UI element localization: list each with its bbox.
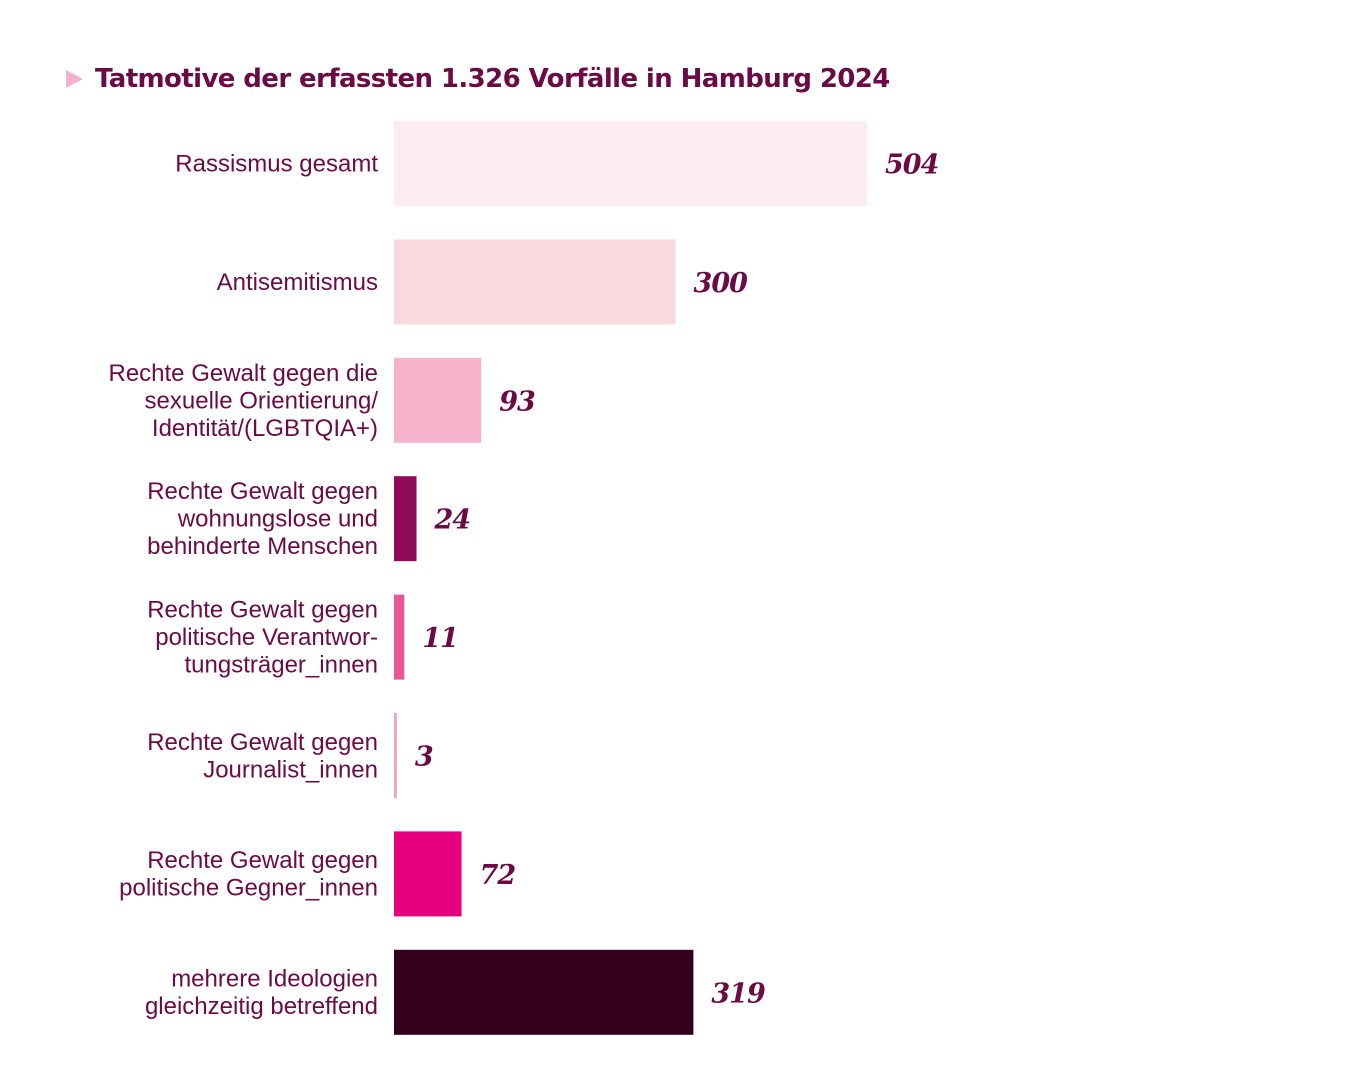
bar [394,476,417,562]
value-label: 24 [434,505,471,536]
value-label: 300 [694,268,749,299]
chart-title-wrap: Tatmotive der erfassten 1.326 Vorfälle i… [66,64,890,94]
category-label: Rassismus gesamt [175,151,378,178]
bar [394,121,867,206]
bar [394,239,676,325]
category-label: Antisemitismus [217,269,378,296]
category-label: mehrere Ideologien gleichzeitig betreffen… [145,966,378,1021]
category-label: Rechte Gewalt gegen die sexuelle Orientie… [108,360,378,442]
bar [394,713,397,798]
category-label: Rechte Gewalt gegen Journalist_innen [147,729,378,784]
chart-title: Tatmotive der erfassten 1.326 Vorfälle i… [95,64,890,94]
category-label: Rechte Gewalt gegen politische Verantwor-… [147,597,378,679]
value-label: 504 [885,150,939,181]
category-label: Rechte Gewalt gegen wohnungslose und behin… [147,478,378,560]
bar [394,949,694,1035]
category-label: Rechte Gewalt gegen politische Gegner_inn… [119,847,378,902]
value-label: 72 [480,860,516,891]
value-label: 11 [422,623,458,654]
value-label: 3 [415,742,433,773]
bar [394,831,462,917]
value-label: 319 [711,978,766,1009]
value-label: 93 [499,386,535,417]
triangle-icon [66,70,83,88]
bar [394,357,482,443]
bar [394,594,405,680]
